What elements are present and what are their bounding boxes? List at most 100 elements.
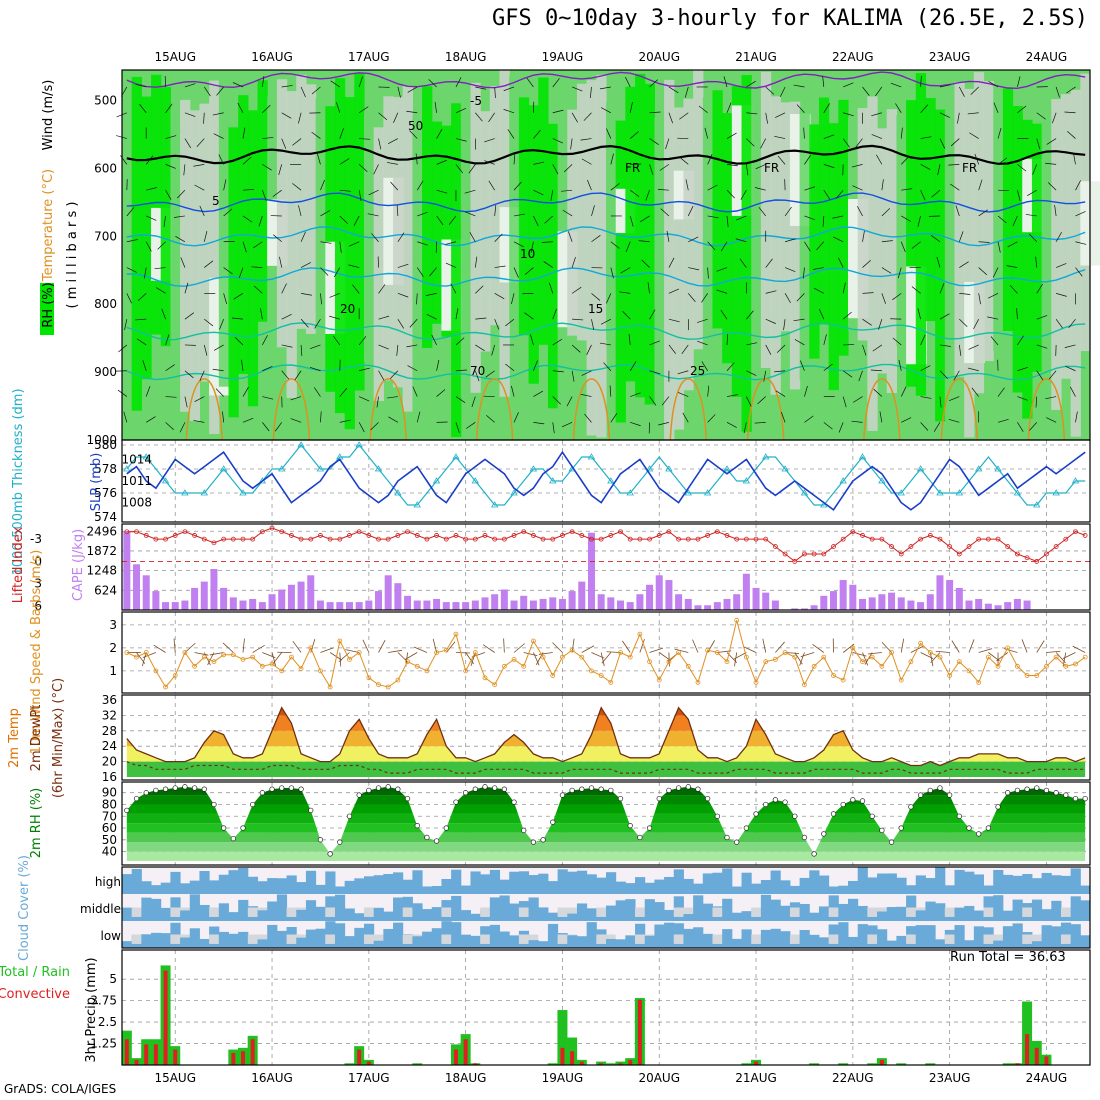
cloud-bar bbox=[693, 883, 704, 894]
wind10-barb bbox=[445, 641, 456, 653]
rh-band bbox=[983, 81, 994, 362]
wind-barb bbox=[920, 365, 931, 372]
contour-label: 25 bbox=[690, 364, 705, 378]
cloud-bar bbox=[189, 880, 200, 894]
y-tick-rh2m: 40 bbox=[102, 845, 117, 859]
cloud-bar bbox=[731, 912, 743, 921]
cloud-bar bbox=[586, 922, 597, 948]
wind-barb bbox=[203, 86, 211, 97]
cape-bar bbox=[500, 589, 508, 610]
cloud-bar bbox=[644, 882, 655, 894]
temp-band bbox=[126, 761, 1086, 777]
wind-barb bbox=[552, 138, 563, 144]
cloud-bar bbox=[393, 922, 404, 948]
wind-barb bbox=[726, 132, 737, 139]
rh-band bbox=[712, 90, 723, 329]
cloud-bar bbox=[877, 911, 888, 921]
wind-barb bbox=[513, 267, 519, 278]
lifted-marker bbox=[579, 533, 585, 538]
rh2m-marker bbox=[695, 786, 701, 792]
wind-barb bbox=[333, 335, 341, 346]
wind-barb bbox=[294, 370, 302, 381]
wind-barb bbox=[804, 385, 808, 397]
wind10-marker bbox=[869, 654, 875, 660]
lifted-marker bbox=[163, 536, 168, 542]
wind10-barb bbox=[153, 644, 166, 653]
rh-band bbox=[126, 813, 1086, 824]
wind-barb bbox=[475, 112, 483, 122]
wind-barb bbox=[775, 390, 786, 397]
rh2m-marker bbox=[327, 851, 333, 857]
wind-barb bbox=[746, 310, 754, 320]
wind-barb bbox=[973, 318, 979, 330]
rh-band bbox=[180, 99, 191, 412]
rh-band bbox=[828, 123, 839, 391]
wind-barb bbox=[237, 102, 244, 113]
precip-conv-bar bbox=[1015, 1063, 1020, 1065]
cloud-bar bbox=[722, 868, 733, 894]
wind10-marker bbox=[995, 663, 1001, 669]
wind-barb bbox=[822, 75, 825, 88]
wind10-marker bbox=[918, 640, 923, 646]
rh-band bbox=[673, 107, 685, 430]
wind-barb bbox=[339, 241, 342, 253]
cloud-bar bbox=[770, 928, 781, 948]
lifted-marker bbox=[850, 529, 856, 535]
wind-barb bbox=[348, 241, 360, 247]
precip-total-bar bbox=[925, 1063, 936, 1065]
rh-band bbox=[126, 823, 1086, 833]
wind-barb bbox=[124, 319, 128, 330]
wind-barb bbox=[1017, 335, 1024, 346]
wind-barb bbox=[233, 293, 244, 300]
wind-barb bbox=[688, 267, 700, 271]
wind-barb bbox=[436, 215, 444, 226]
rh-band bbox=[131, 76, 142, 411]
rh2m-marker bbox=[153, 787, 159, 794]
wind-barb bbox=[917, 215, 921, 227]
wind-barb bbox=[871, 112, 882, 117]
wind10-marker bbox=[792, 654, 798, 660]
wind-barb bbox=[406, 344, 418, 348]
wind-barb bbox=[135, 83, 147, 88]
contour-label: -5 bbox=[470, 94, 482, 108]
wind-barb bbox=[436, 389, 446, 397]
lifted-marker bbox=[782, 551, 788, 557]
footer-credit: GrADS: COLA/IGES bbox=[4, 1082, 117, 1096]
thickness-marker bbox=[490, 501, 499, 508]
wind-barb bbox=[842, 370, 853, 378]
wind-barb bbox=[765, 290, 777, 294]
rh-band bbox=[896, 115, 907, 347]
lifted-marker bbox=[811, 551, 817, 557]
cloud-bar bbox=[402, 879, 413, 894]
wind-barb bbox=[378, 284, 386, 294]
wind-barb bbox=[513, 213, 525, 217]
wind-barb bbox=[165, 164, 176, 169]
wind-barb bbox=[300, 86, 306, 98]
precip-conv-bar bbox=[366, 1061, 371, 1065]
rh2m-marker bbox=[792, 813, 798, 819]
wind-barb bbox=[339, 419, 351, 423]
cloud-bar bbox=[141, 897, 152, 921]
wind-barb bbox=[599, 342, 611, 346]
cloud-bar bbox=[741, 911, 752, 921]
cape-bar bbox=[810, 605, 818, 610]
cloud-bar bbox=[596, 877, 607, 894]
cape-bar bbox=[307, 575, 315, 610]
x-tick-bottom: 15AUG bbox=[154, 1071, 196, 1085]
wind-barb bbox=[581, 158, 592, 165]
wind10-barb bbox=[800, 652, 815, 657]
wind-barb bbox=[1048, 370, 1057, 380]
lifted-index-line bbox=[126, 527, 1086, 563]
cape-bar bbox=[626, 602, 634, 610]
wind-barb bbox=[842, 138, 850, 148]
wind-barb bbox=[311, 86, 321, 95]
wind-barb bbox=[455, 107, 467, 114]
cloud-bar bbox=[344, 908, 355, 921]
cloud-bar bbox=[615, 939, 626, 948]
rh-band bbox=[857, 108, 868, 341]
wind-barb bbox=[455, 164, 464, 174]
rh-band bbox=[789, 101, 801, 390]
rh2m-marker bbox=[753, 811, 759, 817]
wind-barb bbox=[199, 205, 205, 217]
